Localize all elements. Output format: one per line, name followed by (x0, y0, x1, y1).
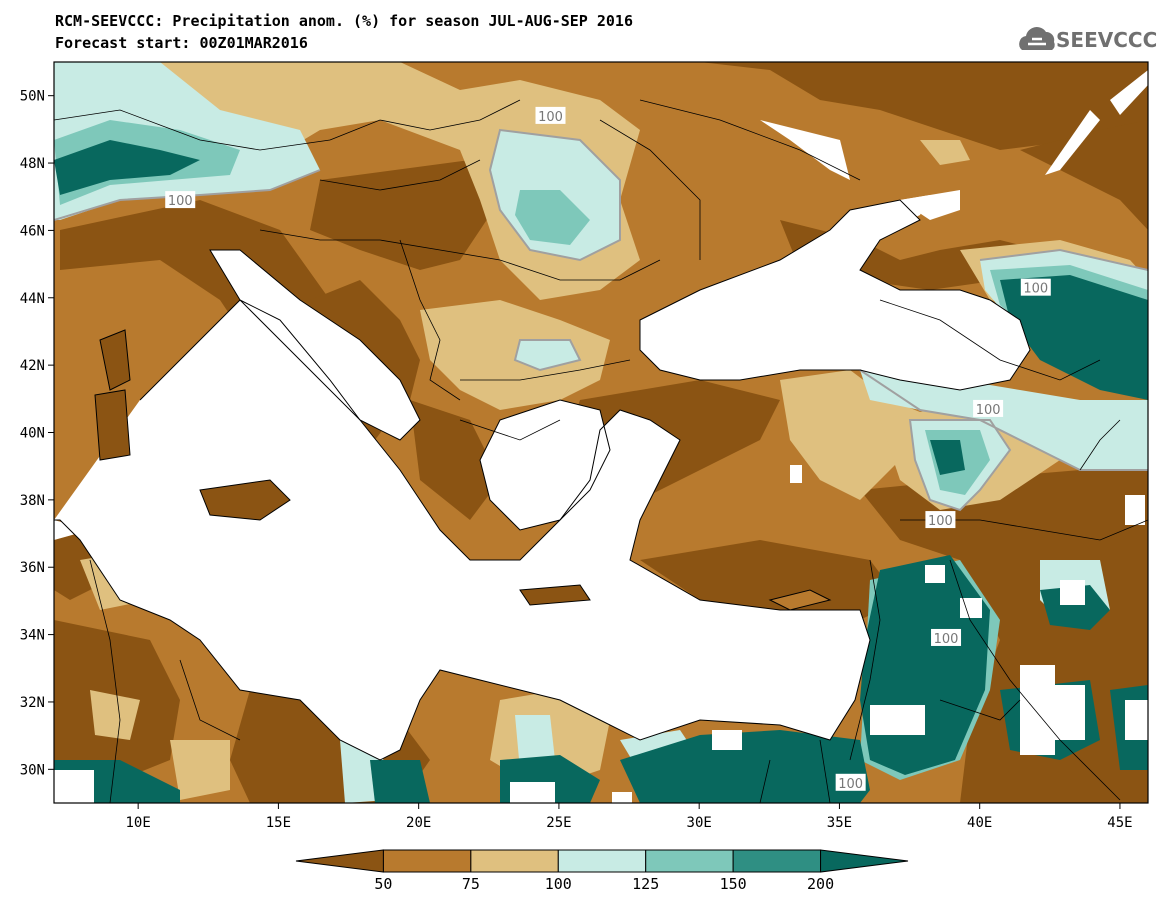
country-borders (54, 99, 1148, 803)
islands (95, 330, 830, 610)
y-tick-label: 46N (20, 223, 45, 239)
contour-label-bg (1020, 278, 1051, 296)
x-tick-label: 15E (266, 815, 291, 831)
x-tick-label: 40E (967, 815, 992, 831)
contour-label: 100 (1023, 282, 1048, 297)
contour-label: 100 (838, 777, 863, 792)
x-tick-label: 45E (1107, 815, 1132, 831)
colorbar: 50 75 100 125 150 200 (295, 849, 909, 893)
logo-text: SEEVCCC (1056, 28, 1158, 52)
contour-label-bg (925, 511, 956, 529)
x-tick-label: 35E (827, 815, 852, 831)
contour-label-bg (973, 399, 1004, 417)
colorbar-tick-label: 50 (374, 875, 392, 893)
anomaly-field: 100 100 100 100 100 100 100 (54, 62, 1148, 803)
y-tick-label: 44N (20, 291, 45, 307)
contour-label-bg (165, 191, 196, 209)
contour-label-bg (931, 628, 962, 646)
y-tick-label: 32N (20, 695, 45, 711)
y-tick-label: 50N (20, 89, 45, 105)
colorbar-segment (645, 849, 734, 873)
y-tick-label: 38N (20, 493, 45, 509)
contour-labels: 100 100 100 100 100 100 100 (165, 106, 1051, 792)
x-tick-label: 30E (687, 815, 712, 831)
y-tick-label: 30N (20, 762, 45, 778)
colorbar-tick-label: 75 (462, 875, 480, 893)
colorbar-tick-label: 125 (632, 875, 659, 893)
missing-data-patches (54, 70, 1148, 803)
colorbar-tick-label: 150 (720, 875, 747, 893)
colorbar-segment (470, 849, 559, 873)
chart-subtitle: Forecast start: 00Z01MAR2016 (55, 34, 308, 52)
y-tick-label: 48N (20, 156, 45, 172)
contour-label-bg (535, 106, 566, 124)
coastlines (54, 199, 1031, 761)
contour-label-bg (835, 773, 866, 791)
contour-label: 100 (976, 403, 1001, 418)
x-axis: 10E 15E 20E 25E 30E 35E 40E 45E (126, 803, 1133, 831)
colorbar-segment (732, 849, 822, 873)
y-tick-label: 34N (20, 628, 45, 644)
colorbar-segment (557, 849, 647, 873)
contour-label: 100 (928, 514, 953, 529)
colorbar-tick-label: 200 (807, 875, 834, 893)
contour-label: 100 (538, 110, 563, 125)
y-tick-label: 42N (20, 358, 45, 374)
colorbar-segment (820, 849, 909, 873)
chart-title: RCM-SEEVCCC: Precipitation anom. (%) for… (55, 12, 633, 30)
colorbar-segment (382, 849, 472, 873)
sea-areas (54, 190, 1030, 760)
x-tick-label: 10E (126, 815, 151, 831)
y-axis: 50N 48N 46N 44N 42N 40N 38N 36N 34N 32N 30N (20, 89, 54, 778)
contour-lines-100 (54, 128, 1148, 512)
contour-label: 100 (934, 632, 959, 647)
x-tick-label: 25E (546, 815, 571, 831)
cloud-icon (1019, 27, 1055, 50)
y-tick-label: 36N (20, 560, 45, 576)
x-tick-label: 20E (406, 815, 431, 831)
y-tick-label: 40N (20, 426, 45, 442)
contour-label: 100 (168, 194, 193, 209)
colorbar-tick-label: 100 (545, 875, 572, 893)
colorbar-segment (295, 849, 384, 873)
